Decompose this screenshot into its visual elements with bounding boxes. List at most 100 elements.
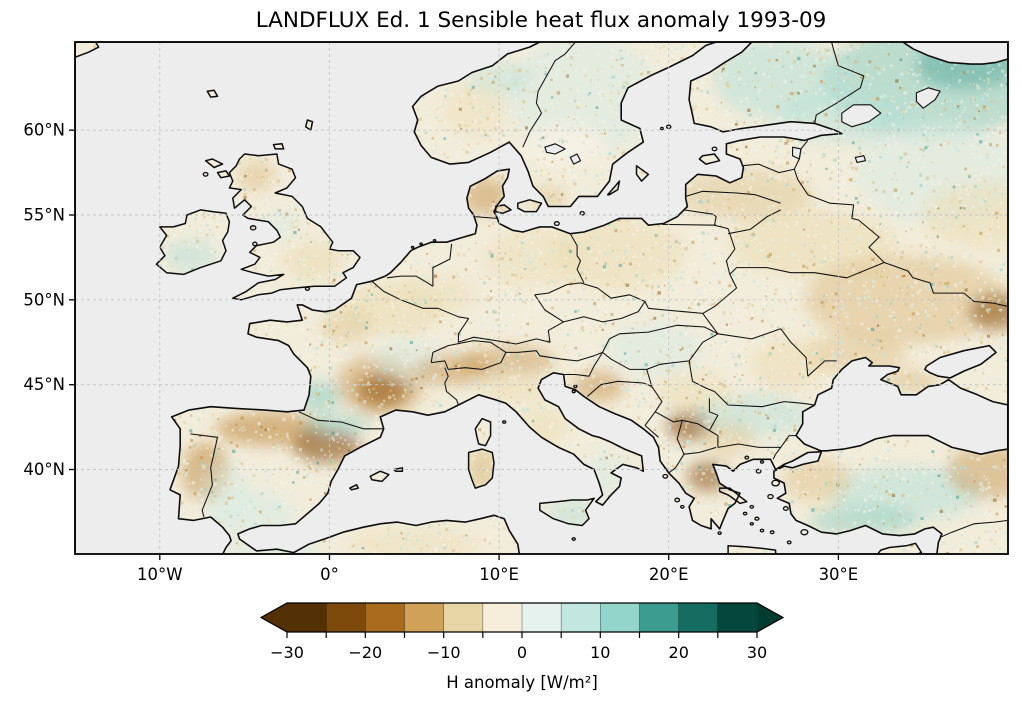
colorbar-segment xyxy=(717,603,758,632)
island-dot xyxy=(771,479,780,487)
island-dot xyxy=(432,238,437,243)
anomaly-speckles xyxy=(75,42,1008,554)
island-dot xyxy=(711,146,718,152)
island-faroe xyxy=(206,89,219,98)
colorbar-tick-label: 20 xyxy=(669,643,689,662)
island-dot xyxy=(800,528,809,536)
island-saaremaa xyxy=(698,153,721,165)
island-cyprus xyxy=(876,542,923,554)
colorbar-segment xyxy=(287,603,327,632)
x-tick-label: 0° xyxy=(320,565,339,584)
coastline-atlantic-north-baltic xyxy=(75,42,843,554)
island-dot xyxy=(782,506,789,511)
graticule xyxy=(75,42,1008,554)
coastlines xyxy=(75,42,1008,554)
lake-vattern xyxy=(569,153,582,165)
colorbar-tick-label: 10 xyxy=(590,643,610,662)
colorbar-right-arrow xyxy=(757,603,783,632)
colorbar-segment xyxy=(678,603,719,632)
island-dot xyxy=(252,241,258,247)
y-tick-label: 60°N xyxy=(23,121,65,140)
lake-vanern xyxy=(544,143,566,155)
island-dot xyxy=(410,245,415,249)
colorbar-tick-label: 30 xyxy=(747,643,767,662)
island-dot xyxy=(202,171,209,177)
island-dot xyxy=(573,384,578,389)
land-layer xyxy=(75,42,1008,554)
map-plot-area xyxy=(75,42,1008,554)
island-sicily xyxy=(539,497,595,527)
island-zealand xyxy=(517,199,543,213)
island-dot xyxy=(742,511,748,516)
island-menorca xyxy=(393,467,404,472)
colorbar-segment xyxy=(522,603,562,632)
island-dot xyxy=(662,473,669,479)
island-sardinia xyxy=(467,448,495,489)
island-orkney xyxy=(272,143,285,150)
colorbar-tick-label: −10 xyxy=(427,643,461,662)
colorbar-segment xyxy=(600,603,640,632)
plot-frame xyxy=(74,41,1009,555)
colorbar-segment xyxy=(482,603,523,632)
colorbar-segment xyxy=(326,603,366,632)
colorbar-segment xyxy=(443,603,484,632)
colorbar: −30 −20 −10 0 10 20 30 H anomaly [W/m²] xyxy=(259,602,785,692)
island-dot xyxy=(717,531,722,535)
island-dot xyxy=(755,468,762,474)
x-tick-label: 10°E xyxy=(479,565,519,584)
island-dot xyxy=(249,225,257,231)
colorbar-segment xyxy=(365,603,405,632)
colorbar-tick-label: 0 xyxy=(517,643,527,662)
lake-ilmen xyxy=(854,155,867,163)
island-ibiza xyxy=(349,484,360,491)
island-dot xyxy=(769,530,775,535)
colorbar-left-arrow xyxy=(261,603,287,632)
x-tick-label: 10°W xyxy=(137,565,183,584)
island-great-britain xyxy=(228,153,361,301)
island-lewis xyxy=(204,158,224,169)
island-crete xyxy=(727,545,777,554)
island-dot xyxy=(502,420,507,424)
coastline-black-sea xyxy=(795,356,1008,455)
y-tick-label: 40°N xyxy=(23,460,65,479)
island-dot xyxy=(786,540,792,545)
country-borders xyxy=(190,42,1008,538)
island-dot xyxy=(767,493,774,500)
island-dot xyxy=(659,126,664,131)
x-tick-label: 30°E xyxy=(819,565,859,584)
island-gotland xyxy=(635,165,650,182)
island-dot xyxy=(759,460,765,464)
colorbar-tick-label: −30 xyxy=(270,643,304,662)
lake-onega xyxy=(915,87,941,109)
figure-title: LANDFLUX Ed. 1 Sensible heat flux anomal… xyxy=(256,8,827,33)
x-tick-label: 20°E xyxy=(649,565,689,584)
island-dot xyxy=(579,210,585,216)
island-mallorca xyxy=(369,470,390,483)
coastline-mediterranean xyxy=(237,372,943,554)
colorbar-axis-label: H anomaly [W/m²] xyxy=(446,673,598,692)
island-euboea xyxy=(718,487,748,505)
colorbar-segment xyxy=(639,603,680,632)
island-dot xyxy=(744,455,750,460)
island-dot xyxy=(674,497,681,503)
axis-ticks: 10°W 0° 10°E 20°E 30°E 60°N 55°N 50°N 45°N 40°N xyxy=(23,121,858,584)
island-dot xyxy=(419,242,423,246)
y-tick-label: 55°N xyxy=(23,206,65,225)
coastline-white-sea xyxy=(902,42,1008,65)
island-skye xyxy=(216,170,231,179)
island-dot xyxy=(749,521,754,526)
island-iceland-tip xyxy=(75,42,100,59)
island-shetland xyxy=(304,119,314,131)
island-funen xyxy=(494,204,512,215)
colorbar-segment xyxy=(404,603,445,632)
island-ireland xyxy=(155,209,231,276)
island-dot xyxy=(749,504,755,509)
island-dot xyxy=(571,389,576,394)
colorbar-tick-label: −20 xyxy=(348,643,382,662)
island-dot xyxy=(571,537,576,541)
y-tick-label: 45°N xyxy=(23,375,65,394)
island-dot xyxy=(304,286,311,291)
y-tick-label: 50°N xyxy=(23,290,65,309)
